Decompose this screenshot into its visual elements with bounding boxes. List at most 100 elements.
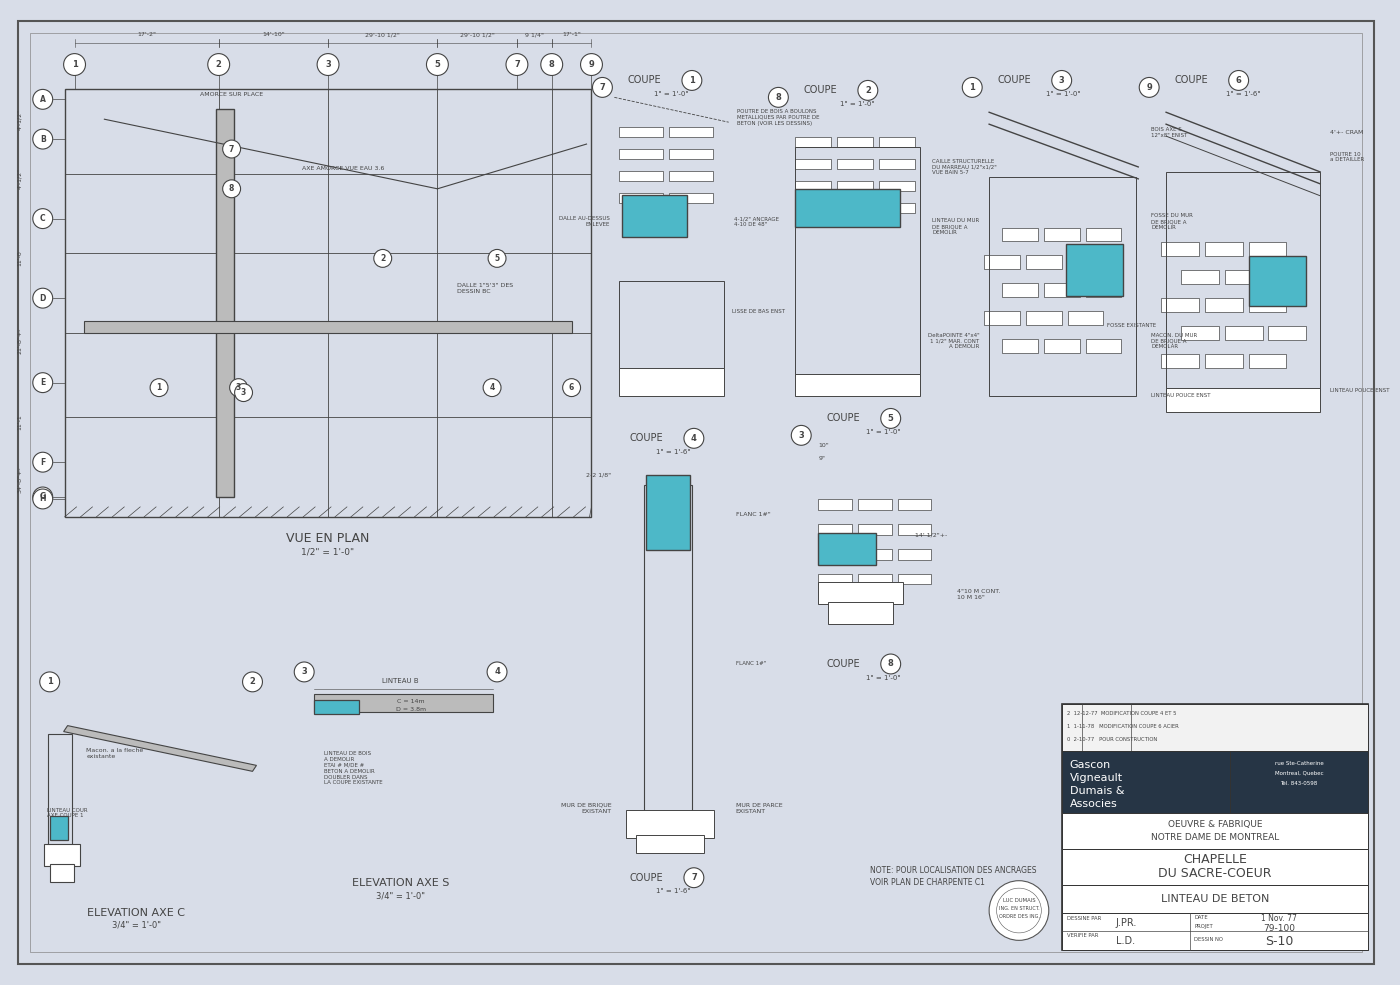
Text: C = 14m: C = 14m [396, 699, 424, 704]
Bar [1249, 256, 1306, 306]
Text: COUPE: COUPE [1175, 76, 1208, 86]
Circle shape [881, 409, 900, 428]
Text: 1 Nov. 77: 1 Nov. 77 [1261, 914, 1296, 923]
Text: ING. EN STRUCT.: ING. EN STRUCT. [998, 906, 1039, 911]
Text: FOSSE DU MUR
DE BRIQUE A
DEMOLIR: FOSSE DU MUR DE BRIQUE A DEMOLIR [1151, 214, 1193, 230]
Circle shape [32, 487, 53, 507]
Text: 21'-8"+-: 21'-8"+- [17, 327, 22, 354]
Text: 5: 5 [494, 254, 500, 263]
Bar [1061, 703, 1368, 752]
Circle shape [487, 662, 507, 682]
Bar [984, 311, 1021, 325]
Text: 17'-1": 17'-1" [563, 33, 581, 37]
Text: LUC DUMAIS: LUC DUMAIS [1002, 898, 1035, 903]
Text: MACON. DU MUR
DE BRIQUE A
DEMOLAR: MACON. DU MUR DE BRIQUE A DEMOLAR [1151, 333, 1197, 350]
Circle shape [32, 209, 53, 229]
Bar [818, 533, 876, 564]
Bar [314, 699, 358, 714]
Text: J.PR.: J.PR. [1116, 918, 1137, 928]
Text: CAILLE STRUCTURELLE
DU MARREAU 1/2"x1/2"
VUE BAIN 5-7: CAILLE STRUCTURELLE DU MARREAU 1/2"x1/2"… [932, 159, 997, 175]
Text: 3: 3 [241, 388, 246, 397]
Bar [314, 693, 493, 712]
Text: LINTEAU POUCE ENST: LINTEAU POUCE ENST [1151, 393, 1211, 398]
Text: 5: 5 [434, 60, 441, 69]
Bar [623, 195, 687, 236]
Text: Tel. 843-0598: Tel. 843-0598 [1281, 781, 1317, 786]
Text: LINTEAU DU MUR
DE BRIQUE A
DEMOLIR: LINTEAU DU MUR DE BRIQUE A DEMOLIR [932, 219, 980, 234]
Circle shape [150, 378, 168, 397]
Text: LINTEAU COUR
AXE COUPE 1: LINTEAU COUR AXE COUPE 1 [46, 808, 87, 819]
Text: 17'-2": 17'-2" [137, 33, 157, 37]
Bar [818, 524, 853, 535]
Text: FLANC 1#": FLANC 1#" [735, 512, 770, 517]
Text: 1" = 1'-0": 1" = 1'-0" [1046, 92, 1081, 98]
Bar [837, 181, 872, 191]
Text: MUR DE PARCE
EXISTANT: MUR DE PARCE EXISTANT [735, 803, 783, 814]
Circle shape [32, 129, 53, 149]
Text: H: H [39, 494, 46, 503]
Text: 8: 8 [776, 93, 781, 101]
Bar [1002, 284, 1037, 297]
Text: 6: 6 [568, 383, 574, 392]
Bar [1044, 284, 1079, 297]
Bar [669, 149, 713, 159]
Text: 7: 7 [692, 874, 697, 883]
Circle shape [223, 140, 241, 158]
Bar [1026, 311, 1061, 325]
Text: 1" = 1'-6": 1" = 1'-6" [657, 449, 690, 455]
Bar [1068, 311, 1103, 325]
Text: 2: 2 [216, 60, 221, 69]
Text: 2: 2 [249, 678, 255, 687]
Bar [1225, 270, 1263, 285]
Text: POUTRE DE BOIS A BOULONS
METALLIQUES PAR POUTRE DE
BETON (VOIR LES DESSINS): POUTRE DE BOIS A BOULONS METALLIQUES PAR… [736, 109, 819, 125]
Bar [1182, 326, 1219, 340]
Bar [1205, 298, 1243, 312]
Text: DeltaPOINTE 4"x4"
1 1/2" MAR. CONT
A DEMOLIR: DeltaPOINTE 4"x4" 1 1/2" MAR. CONT A DEM… [928, 333, 979, 350]
Text: 4: 4 [490, 383, 494, 392]
Bar [1085, 228, 1121, 241]
Text: DESSINE PAR: DESSINE PAR [1067, 916, 1100, 921]
Bar [619, 367, 724, 396]
Bar [1061, 752, 1231, 813]
Circle shape [483, 378, 501, 397]
Text: NOTRE DAME DE MONTREAL: NOTRE DAME DE MONTREAL [1151, 833, 1280, 842]
Text: 3: 3 [237, 383, 241, 392]
Bar [1166, 172, 1320, 391]
Text: 2: 2 [381, 254, 385, 263]
Text: FOSSE EXISTANTE: FOSSE EXISTANTE [1107, 323, 1156, 328]
Bar [1205, 354, 1243, 367]
Text: 4-1/2" ANCRAGE
4-10 DE 48": 4-1/2" ANCRAGE 4-10 DE 48" [734, 217, 778, 227]
Bar [1002, 228, 1037, 241]
Bar [1231, 752, 1368, 813]
Polygon shape [63, 726, 256, 771]
Text: LINTEAU DE BOIS
A DEMOLIR
ETAI # M/DE #
BETON A DEMOLIR
DOUBLER DANS
LA COUPE EX: LINTEAU DE BOIS A DEMOLIR ETAI # M/DE # … [323, 752, 382, 785]
Text: rue Ste-Catherine: rue Ste-Catherine [1274, 760, 1323, 766]
Text: 8: 8 [888, 660, 893, 669]
Text: A: A [39, 95, 46, 103]
Bar [897, 499, 931, 510]
Circle shape [32, 289, 53, 308]
Bar [795, 181, 832, 191]
Bar [795, 373, 920, 396]
Text: 1" = 1'-6": 1" = 1'-6" [657, 887, 690, 893]
Circle shape [997, 888, 1042, 933]
Bar [858, 549, 892, 559]
Text: Gascon: Gascon [1070, 760, 1112, 770]
Text: 10": 10" [818, 443, 829, 448]
Circle shape [242, 672, 262, 691]
Circle shape [881, 654, 900, 674]
Text: Vigneault: Vigneault [1070, 773, 1123, 783]
Text: C: C [41, 214, 46, 224]
Bar [1085, 284, 1121, 297]
Bar [858, 499, 892, 510]
Text: VUE EN PLAN: VUE EN PLAN [287, 532, 370, 546]
Bar [619, 282, 724, 370]
Text: 1" = 1'-0": 1" = 1'-0" [840, 101, 875, 107]
Circle shape [563, 378, 581, 397]
Bar [1061, 885, 1368, 912]
Text: D: D [39, 294, 46, 302]
Text: 14'-10": 14'-10" [262, 33, 284, 37]
Text: AXE AMORCE VUE EAU 3.6: AXE AMORCE VUE EAU 3.6 [302, 166, 384, 171]
Bar [1225, 326, 1263, 340]
Text: LINTEAU DE BETON: LINTEAU DE BETON [1161, 893, 1268, 903]
